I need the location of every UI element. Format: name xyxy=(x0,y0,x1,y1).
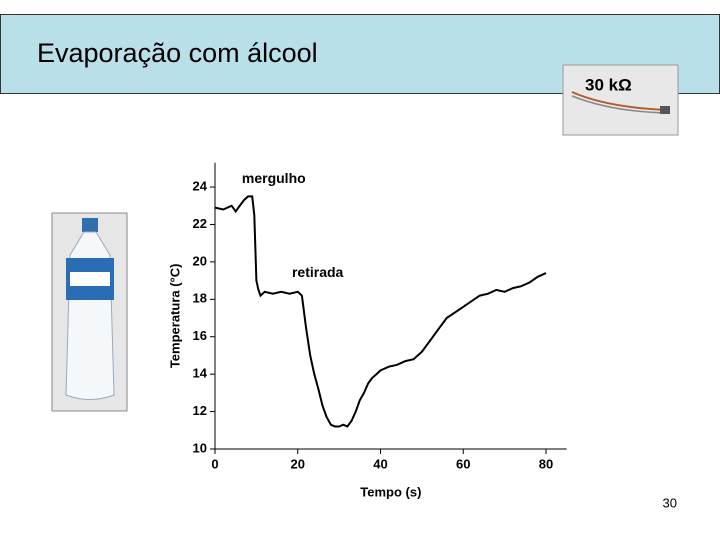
data-line xyxy=(214,195,547,428)
bottle-cap xyxy=(82,218,98,232)
slide-title: Evaporação com álcool xyxy=(37,38,318,68)
y-tick-label: 24 xyxy=(193,178,208,193)
y-tick-label: 10 xyxy=(193,440,207,455)
x-tick-label: 80 xyxy=(539,456,553,471)
annotation: mergulho xyxy=(242,170,306,186)
x-axis-label: Tempo (s) xyxy=(360,484,421,499)
annotation: retirada xyxy=(292,264,344,280)
bottle-photo xyxy=(51,212,128,412)
x-tick-label: 60 xyxy=(456,456,470,471)
y-tick-label: 16 xyxy=(193,328,207,343)
wire xyxy=(571,95,669,114)
x-tick-label: 0 xyxy=(211,456,218,471)
resistor-label: 30 kΩ xyxy=(585,75,632,94)
y-tick-label: 20 xyxy=(193,253,207,268)
bottle-label-band xyxy=(70,272,110,286)
x-tick-label: 20 xyxy=(291,456,305,471)
y-axis-label: Temperatura (°C) xyxy=(167,264,182,369)
y-tick-label: 18 xyxy=(193,291,207,306)
sensor xyxy=(660,106,670,114)
x-tick-label: 40 xyxy=(373,456,387,471)
resistor-photo xyxy=(562,64,679,136)
y-tick-label: 12 xyxy=(193,403,207,418)
bottle-body xyxy=(65,231,115,400)
y-tick-label: 22 xyxy=(193,216,207,231)
page-number: 30 xyxy=(663,495,677,510)
y-tick-label: 14 xyxy=(193,366,208,381)
wire xyxy=(571,91,669,111)
